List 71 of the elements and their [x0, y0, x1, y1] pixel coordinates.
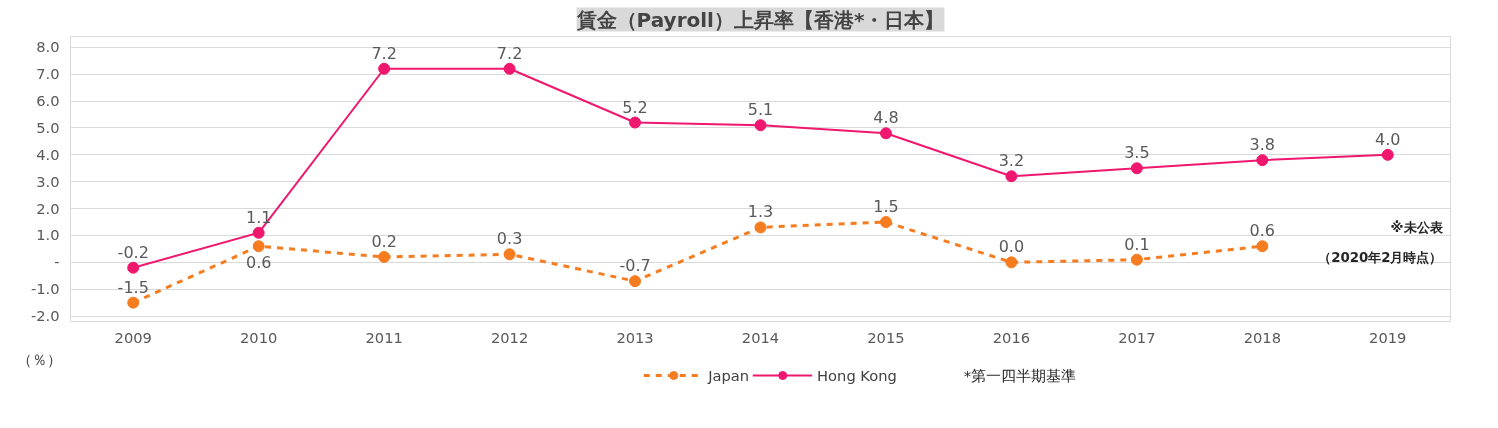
data-label: 0.6 [1249, 221, 1276, 241]
data-label: 0.1 [1124, 234, 1150, 254]
data-label: 1.3 [747, 202, 774, 222]
point [1130, 253, 1143, 266]
x-tick-label: 2015 [867, 328, 905, 346]
data-label: -1.5 [117, 277, 149, 297]
data-label: 4.0 [1375, 129, 1401, 149]
point [378, 62, 391, 75]
x-tick-label: 2012 [490, 328, 529, 346]
y-tick-label: - [54, 253, 60, 271]
point [1256, 154, 1269, 167]
point [1381, 148, 1394, 161]
y-tick-label: 2.0 [36, 199, 60, 217]
data-label: 4.8 [873, 108, 899, 128]
y-tick-label: 3.0 [36, 172, 60, 190]
point [1005, 256, 1018, 269]
x-tick-label: 2014 [741, 328, 780, 346]
data-label: 0.0 [998, 237, 1025, 257]
data-label: 5.1 [747, 100, 774, 120]
y-tick-label: -1.0 [30, 280, 60, 298]
point [754, 221, 767, 234]
point [252, 226, 265, 239]
x-tick-label: 2018 [1243, 328, 1281, 346]
y-tick-label: -2.0 [30, 307, 60, 325]
point [127, 296, 140, 309]
data-label: 3.5 [1124, 143, 1150, 163]
point [127, 261, 140, 274]
y-tick-label: 1.0 [36, 226, 60, 244]
y-tick-label: 7.0 [36, 65, 60, 83]
data-label: 3.8 [1249, 135, 1276, 155]
legend-label: Hong Kong [817, 366, 897, 384]
data-label: -0.2 [117, 242, 149, 262]
x-tick-label: 2017 [1118, 328, 1156, 346]
point [879, 127, 892, 140]
data-label: 7.2 [371, 43, 397, 63]
y-tick-label: 8.0 [36, 38, 60, 56]
point [503, 248, 516, 261]
x-tick-label: 2016 [992, 328, 1031, 346]
data-label: -0.7 [619, 256, 651, 276]
point [629, 116, 642, 129]
data-label: 3.2 [998, 151, 1025, 171]
point [754, 119, 767, 132]
annotation: ※未公表 [1390, 220, 1444, 236]
data-label: 0.3 [496, 229, 523, 249]
point [503, 62, 516, 75]
data-label: 0.6 [245, 253, 272, 273]
x-tick-label: 2009 [114, 328, 152, 346]
x-tick-label: 2010 [240, 328, 278, 346]
point [629, 275, 642, 288]
data-label: 7.2 [496, 43, 523, 63]
y-tick-label: 6.0 [36, 92, 60, 110]
point [879, 216, 892, 229]
legend-label: Japan [708, 366, 750, 384]
y-tick-label: 5.0 [36, 118, 60, 136]
y-tick-label: 4.0 [36, 145, 60, 163]
point [378, 250, 391, 263]
data-label: 0.2 [371, 231, 397, 251]
x-tick-label: 2011 [365, 328, 403, 346]
point [1256, 240, 1269, 253]
y-axis-title: （％） [17, 350, 62, 370]
text: *第一四半期基準 [963, 367, 1077, 384]
data-label: 1.1 [245, 207, 272, 227]
data-label: 5.2 [622, 97, 648, 117]
point [1130, 162, 1143, 175]
x-tick-label: 2019 [1369, 328, 1407, 346]
point [252, 240, 265, 253]
data-label: 1.5 [873, 197, 899, 217]
point [1005, 170, 1018, 183]
chart-title: 賃金（Payroll）上昇率【香港*・日本】 [575, 7, 945, 32]
x-tick-label: 2013 [616, 328, 654, 346]
annotation: （2020年2月時点） [1318, 250, 1443, 266]
